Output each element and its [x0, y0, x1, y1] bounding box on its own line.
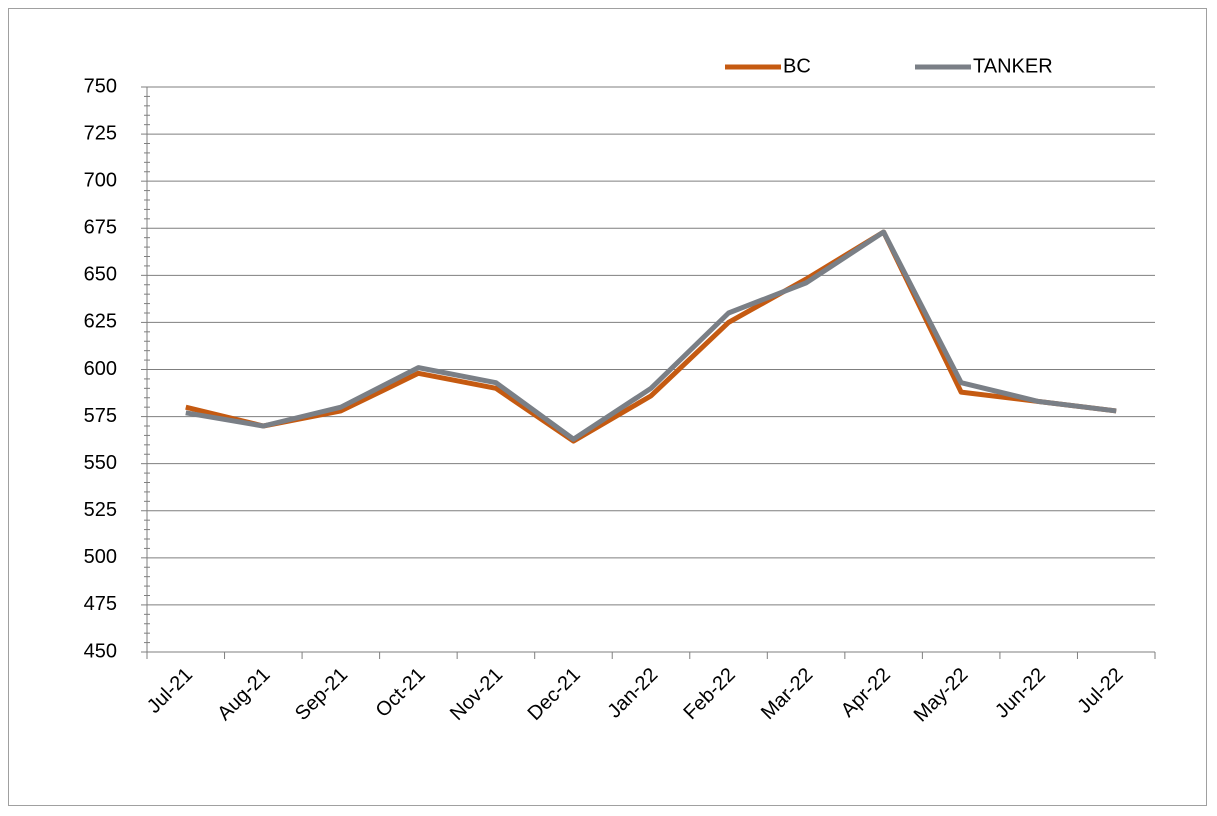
- y-tick-label: 500: [84, 546, 117, 568]
- y-tick-label: 475: [84, 593, 117, 615]
- y-tick-label: 700: [84, 169, 117, 191]
- legend-label: TANKER: [973, 55, 1053, 77]
- y-tick-label: 675: [84, 217, 117, 239]
- y-tick-label: 525: [84, 499, 117, 521]
- y-tick-label: 450: [84, 640, 117, 662]
- y-tick-label: 575: [84, 405, 117, 427]
- y-tick-label: 650: [84, 264, 117, 286]
- chart-border: [8, 8, 1207, 806]
- legend-label: BC: [783, 55, 811, 77]
- line-series: [185, 229, 1117, 444]
- y-tick-label: 625: [84, 311, 117, 333]
- y-tick-label: 600: [84, 358, 117, 380]
- y-tick-label: 550: [84, 452, 117, 474]
- line-series: [185, 229, 1117, 442]
- y-tick-label: 750: [84, 75, 117, 97]
- y-tick-label: 725: [84, 122, 117, 144]
